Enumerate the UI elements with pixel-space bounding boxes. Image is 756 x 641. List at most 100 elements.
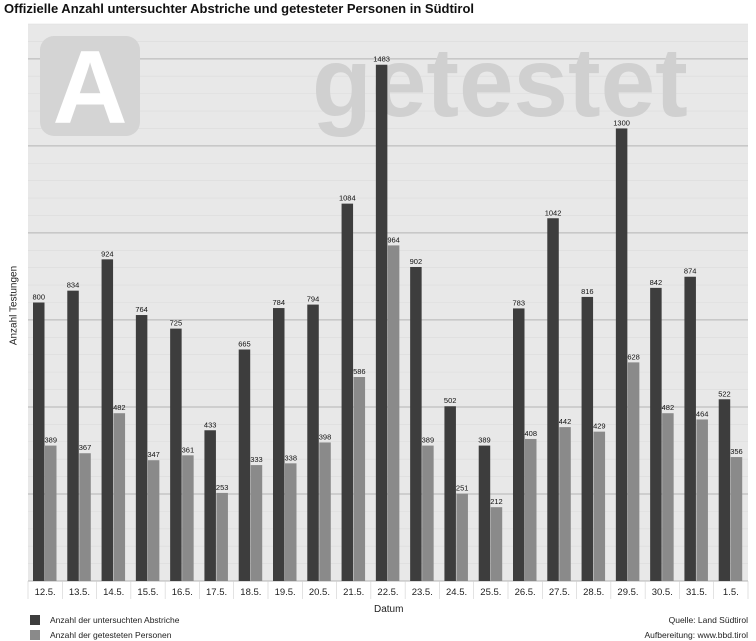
x-tick-label-16.5.: 16.5. <box>172 587 193 598</box>
bar-personen-26.5. <box>525 438 537 581</box>
bar-personen-12.5. <box>45 445 57 581</box>
bar-personen-19.5. <box>285 463 297 581</box>
data-label-abstriche-29.5.: 1300 <box>613 118 630 127</box>
data-label-abstriche-20.5.: 794 <box>307 295 320 304</box>
x-tick-label-13.5.: 13.5. <box>69 587 90 598</box>
x-tick-labels: 12.5. 13.5. 14.5. 15.5. 16.5. 17.5. 18.5. 19.5.… <box>35 587 739 598</box>
data-label-abstriche-13.5.: 834 <box>67 281 80 290</box>
bar-personen-23.5. <box>422 445 434 581</box>
data-label-personen-21.5.: 586 <box>353 367 366 376</box>
watermark-word: getestet <box>312 27 688 137</box>
data-label-personen-24.5.: 251 <box>456 484 469 493</box>
bar-abstriche-28.5. <box>581 296 594 581</box>
legend-swatch-abstriche <box>30 615 40 625</box>
watermark-logo-letter: A <box>52 30 127 146</box>
bar-personen-15.5. <box>147 460 160 581</box>
legend-label-personen: Anzahl der getesteten Personen <box>50 630 172 640</box>
bar-abstriche-29.5. <box>615 128 628 581</box>
x-tick-label-12.5.: 12.5. <box>35 587 56 598</box>
data-label-abstriche-18.5.: 665 <box>238 339 251 348</box>
data-label-abstriche-28.5.: 816 <box>581 287 594 296</box>
bar-abstriche-22.5. <box>375 64 388 582</box>
data-label-personen-18.5.: 333 <box>250 455 263 464</box>
bar-personen-31.5. <box>696 419 708 581</box>
x-tick-label-15.5.: 15.5. <box>137 587 158 598</box>
bar-abstriche-31.5. <box>684 276 696 581</box>
bar-abstriche-1.5. <box>718 399 731 581</box>
data-label-personen-26.5.: 408 <box>524 429 537 438</box>
data-label-personen-14.5.: 482 <box>113 403 126 412</box>
data-label-abstriche-30.5.: 842 <box>650 278 663 287</box>
data-label-abstriche-31.5.: 874 <box>684 267 697 276</box>
bar-abstriche-18.5. <box>238 349 251 581</box>
x-tick-label-17.5.: 17.5. <box>206 587 227 598</box>
data-labels: 800 389 834 367 924 482 764 347 725 361 433 253 665 3… <box>32 55 742 506</box>
data-label-personen-25.5.: 212 <box>490 497 503 506</box>
legend-label-abstriche: Anzahl der untersuchten Abstriche <box>50 615 180 625</box>
data-label-abstriche-16.5.: 725 <box>170 319 183 328</box>
bar-personen-21.5. <box>353 376 366 581</box>
bar-personen-25.5. <box>490 507 503 581</box>
data-label-abstriche-19.5.: 784 <box>272 298 285 307</box>
legend-swatch-personen <box>30 630 40 640</box>
data-label-abstriche-12.5.: 800 <box>32 293 45 302</box>
bar-personen-20.5. <box>319 442 331 581</box>
bar-abstriche-20.5. <box>307 304 319 581</box>
legend-item-personen: Anzahl der getesteten Personen <box>30 630 171 640</box>
x-tick-label-19.5.: 19.5. <box>275 587 296 598</box>
bar-abstriche-15.5. <box>135 315 148 581</box>
bar-personen-16.5. <box>182 455 194 581</box>
data-label-personen-17.5.: 253 <box>216 483 229 492</box>
chart-title: Offizielle Anzahl untersuchter Abstriche… <box>4 1 474 16</box>
bar-abstriche-12.5. <box>33 302 45 581</box>
x-tick-label-31.5.: 31.5. <box>686 587 707 598</box>
x-tick-label-25.5.: 25.5. <box>480 587 501 598</box>
x-tick-label-23.5.: 23.5. <box>412 587 433 598</box>
x-axis-label: Datum <box>374 604 404 615</box>
data-label-personen-16.5.: 361 <box>182 445 195 454</box>
data-label-abstriche-14.5.: 924 <box>101 249 114 258</box>
x-tick-label-21.5.: 21.5. <box>343 587 364 598</box>
x-tick-label-20.5.: 20.5. <box>309 587 330 598</box>
bar-personen-22.5. <box>387 245 400 581</box>
bar-abstriche-21.5. <box>341 203 354 581</box>
bar-abstriche-14.5. <box>101 259 114 581</box>
watermark-logo-box <box>40 36 140 136</box>
x-tick-label-28.5.: 28.5. <box>583 587 604 598</box>
y-axis-label: Anzahl Testungen <box>8 265 20 346</box>
data-label-abstriche-25.5.: 389 <box>478 436 491 445</box>
data-label-abstriche-26.5.: 783 <box>512 298 525 307</box>
data-label-personen-22.5.: 964 <box>387 235 400 244</box>
data-label-abstriche-27.5.: 1042 <box>545 208 562 217</box>
data-label-personen-20.5.: 398 <box>319 432 332 441</box>
bar-personen-30.5. <box>662 413 674 581</box>
bar-abstriche-30.5. <box>650 287 662 581</box>
data-label-abstriche-24.5.: 502 <box>444 396 457 405</box>
x-tick-label-14.5.: 14.5. <box>103 587 124 598</box>
data-label-personen-12.5.: 389 <box>44 436 57 445</box>
x-tick-label-18.5.: 18.5. <box>240 587 261 598</box>
bar-personen-17.5. <box>216 492 228 581</box>
data-label-personen-13.5.: 367 <box>79 443 92 452</box>
legend-item-abstriche: Anzahl der untersuchten Abstriche <box>30 615 179 625</box>
data-label-personen-23.5.: 389 <box>422 436 435 445</box>
bar-personen-18.5. <box>250 465 263 581</box>
x-tick-label-30.5.: 30.5. <box>652 587 673 598</box>
source-credit: Quelle: Land Südtirol <box>668 615 748 625</box>
data-label-personen-1.5.: 356 <box>730 447 743 456</box>
data-label-abstriche-17.5.: 433 <box>204 420 217 429</box>
bar-abstriche-25.5. <box>478 445 491 581</box>
data-label-personen-29.5.: 628 <box>627 352 640 361</box>
watermark: A getestet <box>40 27 688 146</box>
bar-personen-13.5. <box>79 453 91 581</box>
bar-personen-1.5. <box>730 457 743 581</box>
bar-personen-24.5. <box>456 493 468 581</box>
bar-abstriche-23.5. <box>410 266 422 581</box>
bar-personen-29.5. <box>627 362 640 581</box>
bar-abstriche-16.5. <box>170 328 182 581</box>
data-label-personen-30.5.: 482 <box>662 403 675 412</box>
bar-abstriche-24.5. <box>444 406 456 581</box>
bar-abstriche-26.5. <box>513 308 525 581</box>
bar-personen-14.5. <box>113 413 126 581</box>
x-tick-label-27.5.: 27.5. <box>549 587 570 598</box>
